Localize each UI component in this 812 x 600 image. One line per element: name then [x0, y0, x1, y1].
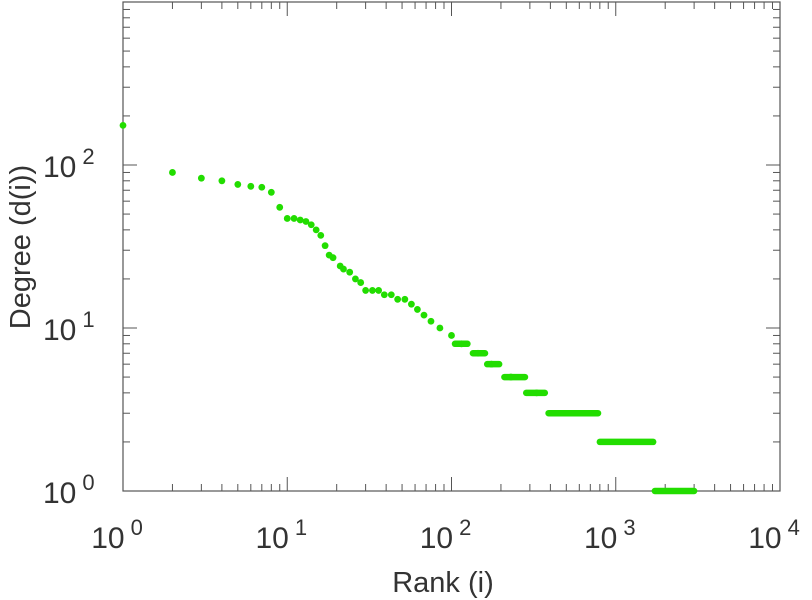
- data-point: [317, 231, 325, 239]
- y-tick-label: 10 1: [43, 307, 95, 347]
- data-point: [276, 203, 284, 211]
- data-point: [420, 311, 428, 319]
- data-point: [307, 221, 315, 229]
- data-point: [340, 265, 347, 273]
- data-point: [375, 287, 383, 294]
- data-point: [408, 300, 415, 308]
- y-tick-label: 10 2: [43, 144, 95, 184]
- plot-frame: [122, 1, 781, 492]
- data-point: [283, 215, 291, 222]
- data-point: [427, 317, 435, 325]
- data-point: [414, 306, 421, 313]
- data-point: [321, 242, 329, 250]
- data-point: [369, 287, 376, 294]
- x-tick-label: 10 4: [748, 515, 800, 555]
- data-point: [394, 295, 402, 303]
- data-point: [346, 268, 354, 276]
- data-point: [169, 169, 176, 176]
- data-point: [362, 287, 370, 294]
- data-point: [448, 332, 455, 339]
- y-tick-label: 10 0: [43, 470, 95, 510]
- data-point: [312, 226, 320, 234]
- y-axis-title: Degree (d(i)): [5, 165, 37, 329]
- x-tick-label: 10 1: [255, 515, 307, 555]
- data-point: [247, 182, 255, 190]
- tick-labels: 10 0 10 1 10 2 10 3 10 4 10 0 10 1 10 2: [43, 144, 800, 555]
- data-point: [302, 218, 310, 225]
- data-point: [357, 279, 365, 286]
- data-points: [119, 121, 698, 495]
- axis-ticks: [122, 2, 780, 492]
- data-point: [258, 183, 266, 191]
- data-point: [380, 291, 388, 299]
- x-tick-label: 10 3: [584, 515, 636, 555]
- data-point: [387, 291, 395, 299]
- data-point: [267, 188, 275, 196]
- x-tick-label: 10 0: [91, 515, 143, 555]
- data-point: [290, 215, 298, 222]
- data-point: [401, 295, 409, 303]
- data-point: [234, 181, 242, 188]
- x-axis-title: Rank (i): [392, 567, 494, 599]
- data-point: [329, 254, 337, 262]
- data-point: [436, 324, 444, 332]
- data-point: [296, 216, 304, 224]
- data-point: [197, 174, 205, 182]
- data-point: [352, 275, 359, 283]
- data-point: [119, 121, 127, 129]
- x-tick-label: 10 2: [420, 515, 472, 555]
- data-point: [218, 177, 226, 185]
